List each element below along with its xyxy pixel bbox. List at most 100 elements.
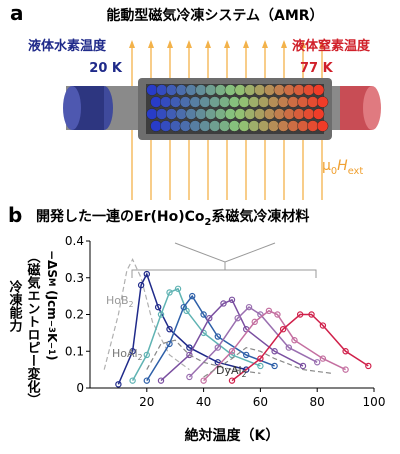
regenerator-ball [312, 108, 325, 120]
data-point [265, 307, 273, 315]
data-point [129, 377, 136, 384]
regenerator-ball [228, 96, 241, 108]
arrow-head [148, 40, 154, 48]
data-point [186, 373, 193, 381]
regenerator-ball [316, 120, 329, 132]
regenerator-ball [283, 108, 295, 120]
regenerator-ball [287, 96, 299, 108]
regenerator-ball [312, 84, 325, 96]
regenerator-ball [283, 84, 295, 96]
regenerator-ball [287, 120, 299, 132]
ylabel-part: −ΔS [45, 250, 59, 278]
data-point [154, 303, 162, 311]
regenerator-ball [195, 108, 207, 120]
annotation-part: 2 [242, 370, 247, 379]
x-tick-label: 60 [253, 395, 268, 409]
regenerator-ball [150, 96, 162, 108]
data-point [365, 362, 372, 370]
arrow-head [300, 40, 306, 48]
regenerator-ball [263, 84, 276, 96]
regenerator-ball [224, 84, 237, 96]
regenerator-ball [307, 96, 319, 108]
regenerator-ball [175, 108, 188, 120]
regenerator-ball [234, 84, 246, 96]
hot-end-cap [363, 86, 381, 130]
annotation-part: HoB [106, 294, 129, 307]
regenerator-ball [195, 84, 207, 96]
annotation-part: HoAl [112, 347, 138, 360]
data-point [180, 303, 187, 311]
data-point [186, 351, 193, 359]
data-point [257, 355, 264, 362]
regenerator-ball [185, 84, 197, 96]
arrow-head [281, 40, 287, 48]
data-point [291, 337, 298, 344]
hot-temp: 77 K [300, 61, 334, 76]
data-point [308, 311, 315, 318]
data-point [342, 366, 349, 373]
regenerator-ball [273, 108, 286, 120]
regenerator-ball [179, 96, 192, 108]
regenerator-ball [175, 84, 188, 96]
data-point [214, 333, 221, 340]
regenerator-ball [160, 120, 172, 132]
hot-label: 液体窒素温度 [292, 38, 371, 54]
data-point [206, 314, 213, 322]
bracket [131, 242, 317, 278]
arrow-head [129, 40, 135, 48]
regenerator-ball [234, 108, 246, 120]
y-tick-label: 0.4 [65, 234, 84, 248]
regenerator-ball [165, 108, 178, 120]
arrow-head [319, 40, 325, 48]
data-point [174, 285, 182, 292]
data-point [242, 351, 250, 359]
x-axis-label: 絶対温度（K） [185, 427, 280, 444]
cold-label: 液体水素温度 [28, 38, 107, 54]
ylabel-part: −1 [47, 342, 57, 355]
data-point [228, 296, 236, 303]
regenerator-ball [244, 84, 256, 96]
ylabel-part: (Jcm [45, 286, 59, 320]
series-line [203, 346, 332, 378]
regenerator-ball [267, 120, 280, 132]
y-tick-label: 0.2 [65, 308, 84, 322]
regenerator-ball [209, 96, 221, 108]
field-part: H [337, 158, 348, 174]
regenerator-ball [205, 84, 217, 96]
arrow-head [262, 40, 268, 48]
regenerator-ball [228, 120, 241, 132]
cold-end-cap [63, 86, 81, 130]
diagram-title: 能動型磁気冷凍システム（AMR） [106, 7, 323, 24]
regenerator-ball [218, 96, 231, 108]
data-point [129, 348, 136, 355]
annotation: DyAl2 [216, 364, 247, 379]
series-line [231, 313, 369, 382]
data-point [143, 351, 150, 359]
regenerator-ball [189, 120, 201, 132]
arrow-head [243, 40, 249, 48]
data-point [274, 311, 281, 318]
series-line [131, 287, 261, 381]
regenerator-ball [238, 96, 250, 108]
ylabel-part: ) [45, 355, 59, 360]
x-tick-label: 100 [363, 395, 386, 409]
chart-title: 開発した一連のEr(Ho)Co2系磁気冷凍材料 [36, 208, 309, 228]
cold-temp: 20 K [89, 61, 123, 76]
regenerator-ball [277, 120, 290, 132]
title-part: 2 [205, 217, 212, 228]
data-point [220, 300, 227, 307]
regenerator-ball [146, 84, 158, 96]
title-part: 系磁気冷凍材料 [211, 208, 309, 225]
data-point [115, 381, 122, 388]
series-line [188, 306, 318, 378]
field-part: ext [348, 166, 364, 177]
regenerator-ball [199, 120, 211, 132]
data-point [271, 362, 278, 370]
x-tick-label: 40 [196, 395, 211, 409]
regenerator-ball [277, 96, 290, 108]
panel-label: a [10, 1, 24, 25]
field-part: μ [322, 158, 331, 174]
regenerator-ball [169, 120, 182, 132]
data-point [314, 359, 321, 366]
regenerator-ball [258, 120, 270, 132]
